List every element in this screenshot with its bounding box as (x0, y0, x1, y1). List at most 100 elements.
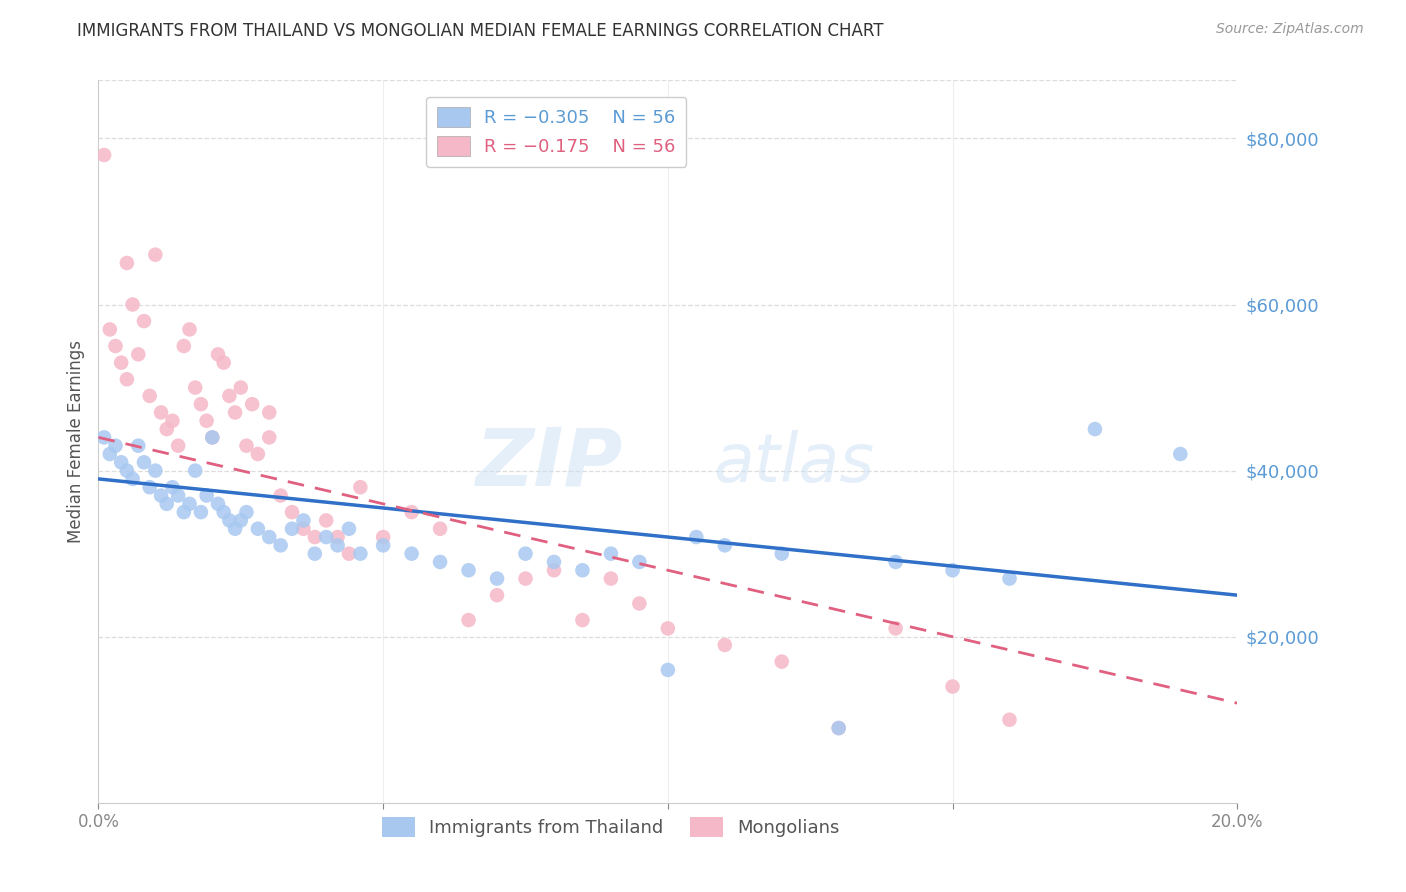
Point (167, 439, 190, 453)
Point (281, 505, 304, 519)
Point (115, 464, 138, 478)
Point (162, 480, 184, 494)
Point (770, 547, 793, 561)
Point (292, 522, 315, 536)
Point (281, 522, 304, 536)
Point (401, 505, 423, 519)
Point (998, 713, 1021, 727)
Point (543, 555, 565, 569)
Point (212, 505, 235, 519)
Point (326, 538, 349, 552)
Point (201, 430, 224, 444)
Point (884, 555, 907, 569)
Point (628, 555, 651, 569)
Text: Source: ZipAtlas.com: Source: ZipAtlas.com (1216, 22, 1364, 37)
Point (828, 721, 851, 735)
Point (259, 530, 281, 544)
Point (115, 372, 138, 386)
Point (201, 430, 224, 444)
Point (179, 322, 201, 336)
Point (515, 547, 537, 561)
Point (184, 464, 207, 478)
Point (224, 522, 246, 536)
Point (110, 356, 132, 370)
Point (93, 430, 115, 444)
Point (349, 547, 371, 561)
Point (229, 513, 252, 527)
Point (104, 439, 127, 453)
Point (349, 480, 371, 494)
Point (657, 621, 679, 635)
Point (401, 547, 423, 561)
Point (515, 572, 537, 586)
Point (657, 663, 679, 677)
Point (162, 414, 184, 428)
Point (714, 538, 737, 552)
Point (150, 489, 173, 503)
Point (373, 538, 395, 552)
Point (337, 547, 360, 561)
Point (600, 547, 623, 561)
Point (115, 256, 138, 270)
Point (207, 497, 229, 511)
Text: IMMIGRANTS FROM THAILAND VS MONGOLIAN MEDIAN FEMALE EARNINGS CORRELATION CHART: IMMIGRANTS FROM THAILAND VS MONGOLIAN ME… (77, 22, 884, 40)
Point (1084, 422, 1107, 436)
Point (127, 347, 149, 361)
Point (337, 522, 360, 536)
Point (998, 572, 1021, 586)
Point (93, 148, 115, 162)
Point (326, 530, 349, 544)
Point (229, 380, 252, 394)
Point (173, 339, 195, 353)
Point (212, 356, 235, 370)
Point (195, 489, 218, 503)
Point (145, 464, 167, 478)
Point (127, 439, 149, 453)
Point (457, 563, 479, 577)
Point (292, 513, 315, 527)
Point (486, 572, 509, 586)
Point (828, 721, 851, 735)
Point (770, 655, 793, 669)
Point (98, 322, 121, 336)
Point (132, 455, 155, 469)
Point (121, 472, 143, 486)
Point (457, 613, 479, 627)
Point (235, 505, 257, 519)
Point (373, 530, 395, 544)
Point (571, 563, 593, 577)
Point (884, 621, 907, 635)
Text: atlas: atlas (713, 430, 875, 496)
Point (110, 455, 132, 469)
Point (132, 314, 155, 328)
Point (315, 513, 337, 527)
Point (179, 497, 201, 511)
Point (270, 489, 292, 503)
Point (156, 497, 179, 511)
Point (218, 513, 240, 527)
Point (246, 522, 269, 536)
Point (315, 530, 337, 544)
Point (246, 447, 269, 461)
Point (304, 530, 326, 544)
Point (207, 347, 229, 361)
Point (259, 430, 281, 444)
Point (190, 505, 212, 519)
Point (429, 522, 451, 536)
Point (224, 405, 246, 419)
Point (600, 572, 623, 586)
Point (167, 489, 190, 503)
Point (218, 389, 240, 403)
Point (184, 380, 207, 394)
Point (173, 505, 195, 519)
Point (429, 555, 451, 569)
Point (98, 447, 121, 461)
Point (259, 405, 281, 419)
Point (195, 414, 218, 428)
Point (156, 422, 179, 436)
Point (486, 588, 509, 602)
Point (1170, 447, 1192, 461)
Point (190, 397, 212, 411)
Legend: Immigrants from Thailand, Mongolians: Immigrants from Thailand, Mongolians (375, 810, 846, 845)
Point (628, 597, 651, 611)
